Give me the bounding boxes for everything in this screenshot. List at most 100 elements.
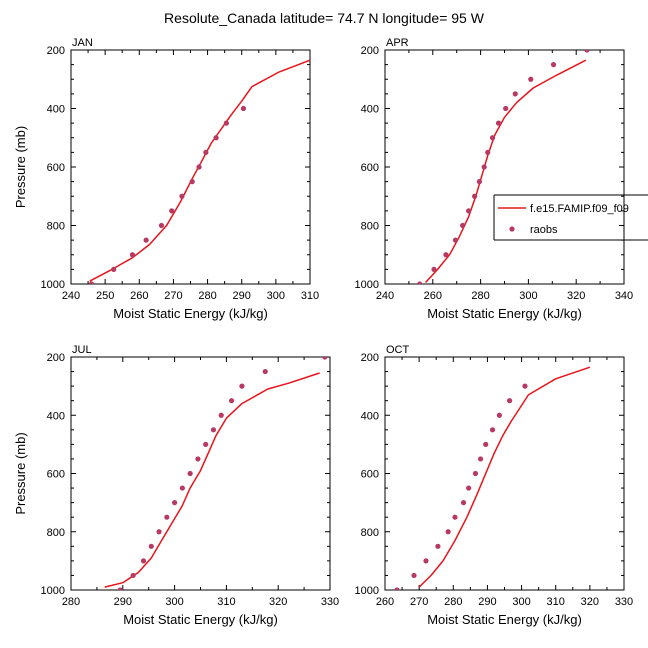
x-tick-label: 260 [130, 290, 148, 302]
obs-point [158, 222, 165, 229]
legend-marker-swatch [509, 226, 515, 232]
obs-point [88, 281, 95, 284]
y-tick-label: 400 [47, 104, 65, 116]
panel-label: APR [386, 37, 409, 49]
y-tick-label: 800 [361, 527, 379, 539]
x-tick-label: 340 [615, 290, 633, 302]
obs-point [156, 529, 162, 535]
panel-apr: APR 240 260 280 300 320 340 200 400 600 800 1000 Moi… [355, 37, 634, 321]
obs-point [423, 558, 429, 564]
obs-point [169, 208, 175, 214]
obs-point [550, 62, 557, 68]
obs-point [130, 572, 136, 579]
legend-label-obs: raobs [530, 224, 558, 236]
obs-point [187, 470, 193, 477]
y-tick-label: 400 [361, 104, 379, 116]
y-tick-label: 600 [47, 162, 65, 174]
panel-label: JAN [72, 37, 93, 49]
y-tick-label: 1000 [355, 279, 379, 291]
y-tick-label: 600 [361, 162, 379, 174]
plot-frame [70, 356, 331, 591]
obs-point [503, 105, 509, 112]
series-group [417, 50, 590, 284]
x-axis-label: Moist Static Energy (kJ/kg) [427, 612, 582, 627]
obs-point [203, 441, 209, 447]
x-tick-label: 310 [547, 596, 565, 608]
y-tick-label: 200 [361, 352, 379, 364]
obs-point [164, 514, 170, 520]
x-axis-label: Moist Static Energy (kJ/kg) [123, 612, 278, 627]
obs-point [472, 193, 478, 199]
x-tick-label: 320 [581, 596, 599, 608]
obs-point [466, 485, 472, 491]
x-tick-label: 280 [444, 596, 462, 608]
x-tick-label: 330 [615, 596, 633, 608]
x-tick-label: 310 [217, 596, 235, 608]
obs-point [140, 558, 147, 564]
obs-point [218, 412, 224, 418]
y-axis-label: Pressure (mb) [13, 126, 28, 208]
x-axis-label: Moist Static Energy (kJ/kg) [113, 306, 268, 321]
y-tick-label: 800 [361, 221, 379, 233]
obs-point [489, 135, 496, 141]
obs-point [210, 427, 217, 433]
model-line [425, 59, 587, 284]
obs-point [435, 543, 441, 549]
figure-title: Resolute_Canada latitude= 74.7 N longitu… [164, 10, 485, 26]
obs-point [111, 266, 117, 272]
series-group [88, 59, 310, 284]
x-tick-label: 260 [424, 290, 442, 302]
obs-point [223, 120, 229, 126]
y-tick-label: 800 [47, 527, 65, 539]
obs-point [460, 500, 467, 506]
obs-point [143, 237, 149, 243]
x-tick-label: 290 [478, 596, 496, 608]
model-line [104, 372, 320, 588]
panel-jul: JUL 280 290 300 310 320 330 200 400 600 800 1000 Moi… [13, 344, 339, 627]
obs-point [485, 149, 491, 155]
x-tick-label: 300 [519, 290, 537, 302]
obs-point [117, 587, 123, 590]
obs-point [179, 485, 185, 491]
obs-point [262, 368, 268, 375]
y-tick-label: 600 [361, 469, 379, 481]
y-tick-label: 200 [47, 45, 65, 57]
x-tick-label: 290 [233, 290, 251, 302]
obs-point [460, 222, 466, 229]
y-tick-label: 600 [47, 469, 65, 481]
plot-frame [70, 49, 311, 285]
x-tick-label: 300 [512, 596, 530, 608]
obs-point [466, 208, 472, 214]
obs-point [417, 281, 423, 284]
obs-point [179, 193, 185, 199]
x-tick-label: 290 [114, 596, 132, 608]
x-axis-label: Moist Static Energy (kJ/kg) [427, 306, 582, 321]
x-tick-label: 270 [410, 596, 428, 608]
obs-point [522, 383, 528, 389]
obs-point [129, 252, 136, 258]
obs-point [507, 398, 513, 404]
obs-point [489, 427, 496, 433]
panel-oct: OCT 260 270 280 290 300 310 320 330 200 400 600 800 1… [355, 344, 634, 627]
obs-point [496, 412, 502, 418]
obs-point [476, 179, 483, 185]
obs-point [431, 266, 437, 272]
y-tick-label: 200 [361, 45, 379, 57]
x-tick-label: 260 [376, 596, 394, 608]
x-tick-label: 240 [62, 290, 80, 302]
y-tick-label: 1000 [355, 585, 379, 597]
y-tick-label: 1000 [41, 279, 65, 291]
obs-point [228, 398, 235, 404]
x-tick-label: 300 [267, 290, 285, 302]
obs-point [452, 514, 458, 520]
obs-point [195, 456, 201, 462]
x-tick-label: 330 [321, 596, 339, 608]
legend-label-model: f.e15.FAMIP.f09_f09 [530, 203, 629, 215]
x-tick-label: 300 [165, 596, 183, 608]
obs-point [203, 149, 209, 155]
obs-point [322, 357, 328, 360]
obs-point [394, 587, 400, 590]
x-tick-label: 280 [198, 290, 216, 302]
